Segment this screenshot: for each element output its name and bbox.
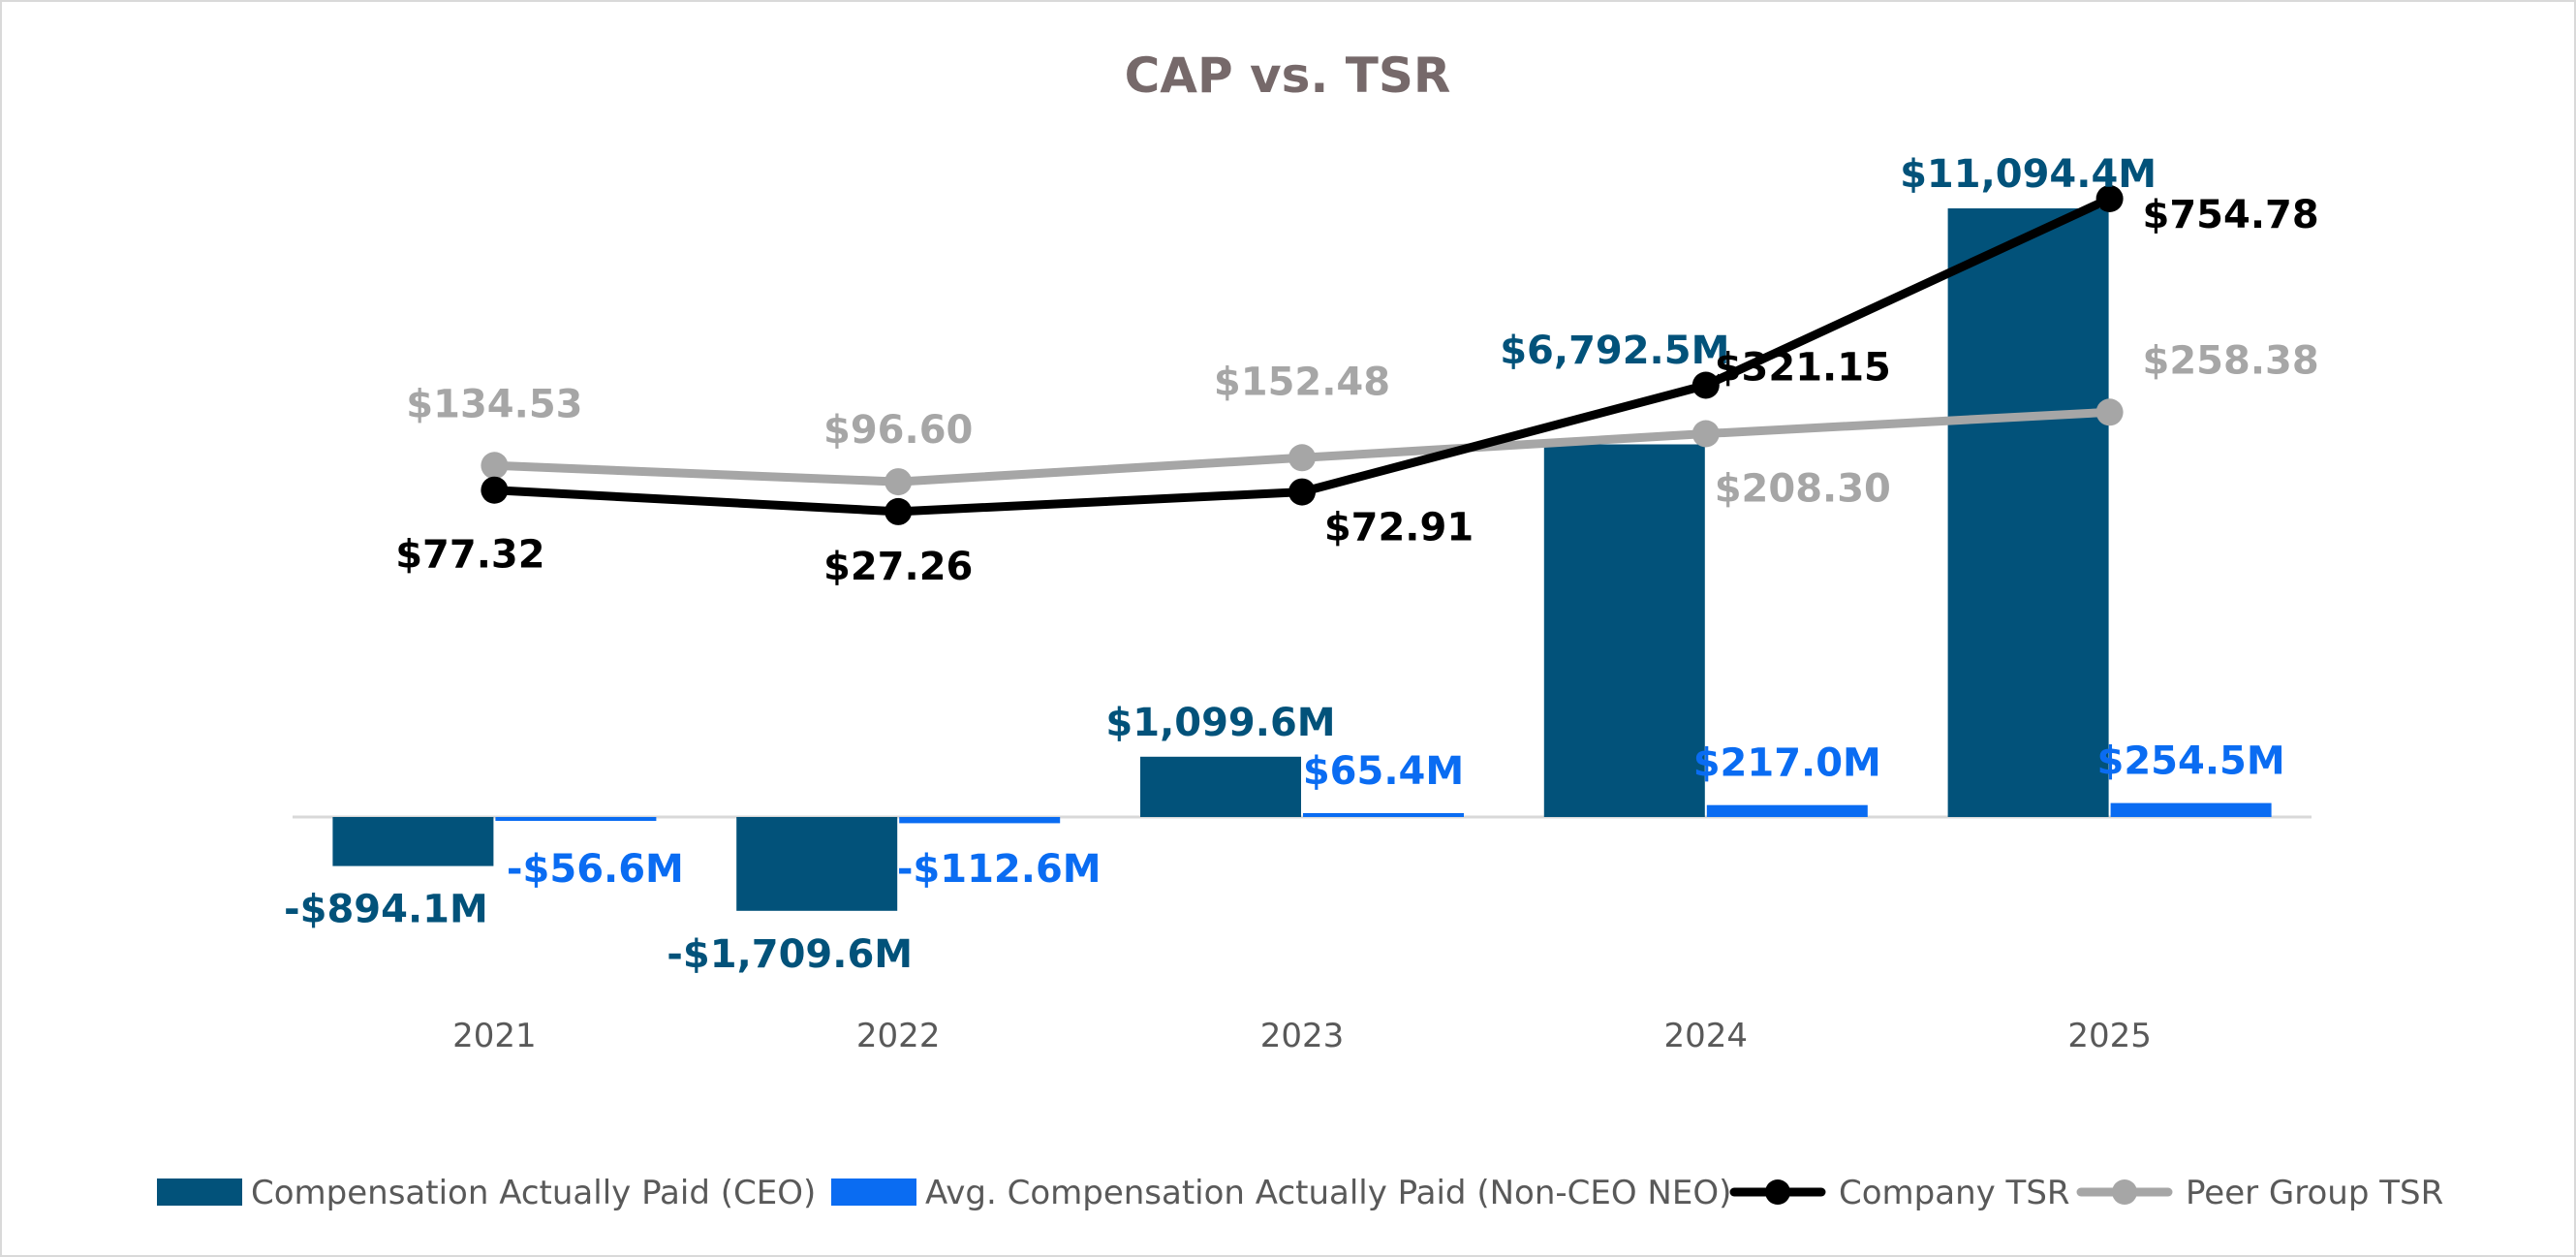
data-label-ceo-2025: $11,094.4M [1900,152,2157,197]
data-label-peer-tsr-2023: $152.48 [1214,360,1390,404]
bar-avg-compensation-actually-paid-non-ceo-neo-2024 [1706,804,1868,817]
data-label-ceo-2021: -$894.1M [284,888,488,932]
legend-swatch-avg-compensation-actually-paid-non-ceo-neo [831,1178,916,1206]
x-tick-2024: 2024 [1664,1017,1749,1055]
legend-label-peer-group-tsr: Peer Group TSR [2186,1174,2443,1212]
x-tick-2023: 2023 [1260,1017,1345,1055]
bar-compensation-actually-paid-ceo-2025 [1947,208,2109,817]
point-peer-tsr-2022 [885,468,913,496]
data-label-company-tsr-2025: $754.78 [2143,193,2319,237]
bar-avg-compensation-actually-paid-non-ceo-neo-2022 [899,817,1061,824]
data-label-company-tsr-2023: $72.91 [1324,506,1474,550]
data-label-ceo-2022: -$1,709.6M [667,932,913,977]
line-data-labels: $77.32 $27.26 $72.91 $321.15 $754.78 $134.53 $… [395,193,2318,589]
point-peer-tsr-2023 [1288,444,1316,472]
legend-label-company-tsr: Company TSR [1839,1174,2070,1212]
bar-compensation-actually-paid-ceo-2023 [1140,756,1301,817]
data-label-peer-tsr-2022: $96.60 [823,408,973,453]
x-tick-2022: 2022 [856,1017,941,1055]
point-peer-tsr-2024 [1691,420,1720,448]
bar-avg-compensation-actually-paid-non-ceo-neo-2023 [1303,813,1464,817]
bar-data-labels: -$894.1M -$56.6M -$1,709.6M -$112.6M $1,099.… [284,152,2285,977]
bar-avg-compensation-actually-paid-non-ceo-neo-2021 [495,817,657,821]
data-label-ceo-2023: $1,099.6M [1105,701,1335,745]
point-company-tsr-2025 [2095,185,2124,212]
data-label-company-tsr-2022: $27.26 [823,545,973,589]
data-label-peer-tsr-2024: $208.30 [1715,467,1891,512]
chart-title: CAP vs. TSR [1125,47,1451,104]
legend-marker-company-tsr [1765,1179,1790,1205]
point-company-tsr-2024 [1691,371,1720,399]
point-company-tsr-2023 [1288,478,1316,506]
legend: Compensation Actually Paid (CEO) Avg. Com… [157,1174,2443,1212]
bar-compensation-actually-paid-ceo-2022 [736,817,898,911]
x-axis-ticks: 2021 2022 2023 2024 2025 [452,1017,2152,1055]
x-tick-2025: 2025 [2067,1017,2152,1055]
point-company-tsr-2021 [481,476,509,504]
data-label-neo-2022: -$112.6M [897,847,1102,892]
data-label-neo-2024: $217.0M [1693,741,1881,786]
legend-label-avg-compensation-actually-paid-non-ceo-neo: Avg. Compensation Actually Paid (Non-CEO… [925,1174,1731,1212]
data-label-peer-tsr-2021: $134.53 [406,382,582,426]
point-peer-tsr-2025 [2095,398,2124,426]
bar-compensation-actually-paid-ceo-2021 [332,817,494,866]
legend-swatch-compensation-actually-paid-ceo [157,1178,242,1206]
bars [332,208,2272,911]
data-label-ceo-2024: $6,792.5M [1500,329,1729,373]
data-label-neo-2021: -$56.6M [507,847,684,892]
data-label-neo-2025: $254.5M [2097,739,2285,784]
data-label-company-tsr-2021: $77.32 [395,533,544,578]
x-tick-2021: 2021 [452,1017,537,1055]
series-points [481,185,2124,525]
data-label-company-tsr-2024: $321.15 [1715,346,1891,391]
point-peer-tsr-2021 [481,452,509,480]
bar-compensation-actually-paid-ceo-2024 [1543,444,1705,817]
legend-label-compensation-actually-paid-ceo: Compensation Actually Paid (CEO) [251,1174,816,1212]
data-label-peer-tsr-2025: $258.38 [2143,338,2319,383]
bar-avg-compensation-actually-paid-non-ceo-neo-2025 [2110,802,2272,817]
legend-marker-peer-group-tsr [2112,1179,2137,1205]
data-label-neo-2023: $65.4M [1303,749,1464,794]
point-company-tsr-2022 [885,497,913,525]
